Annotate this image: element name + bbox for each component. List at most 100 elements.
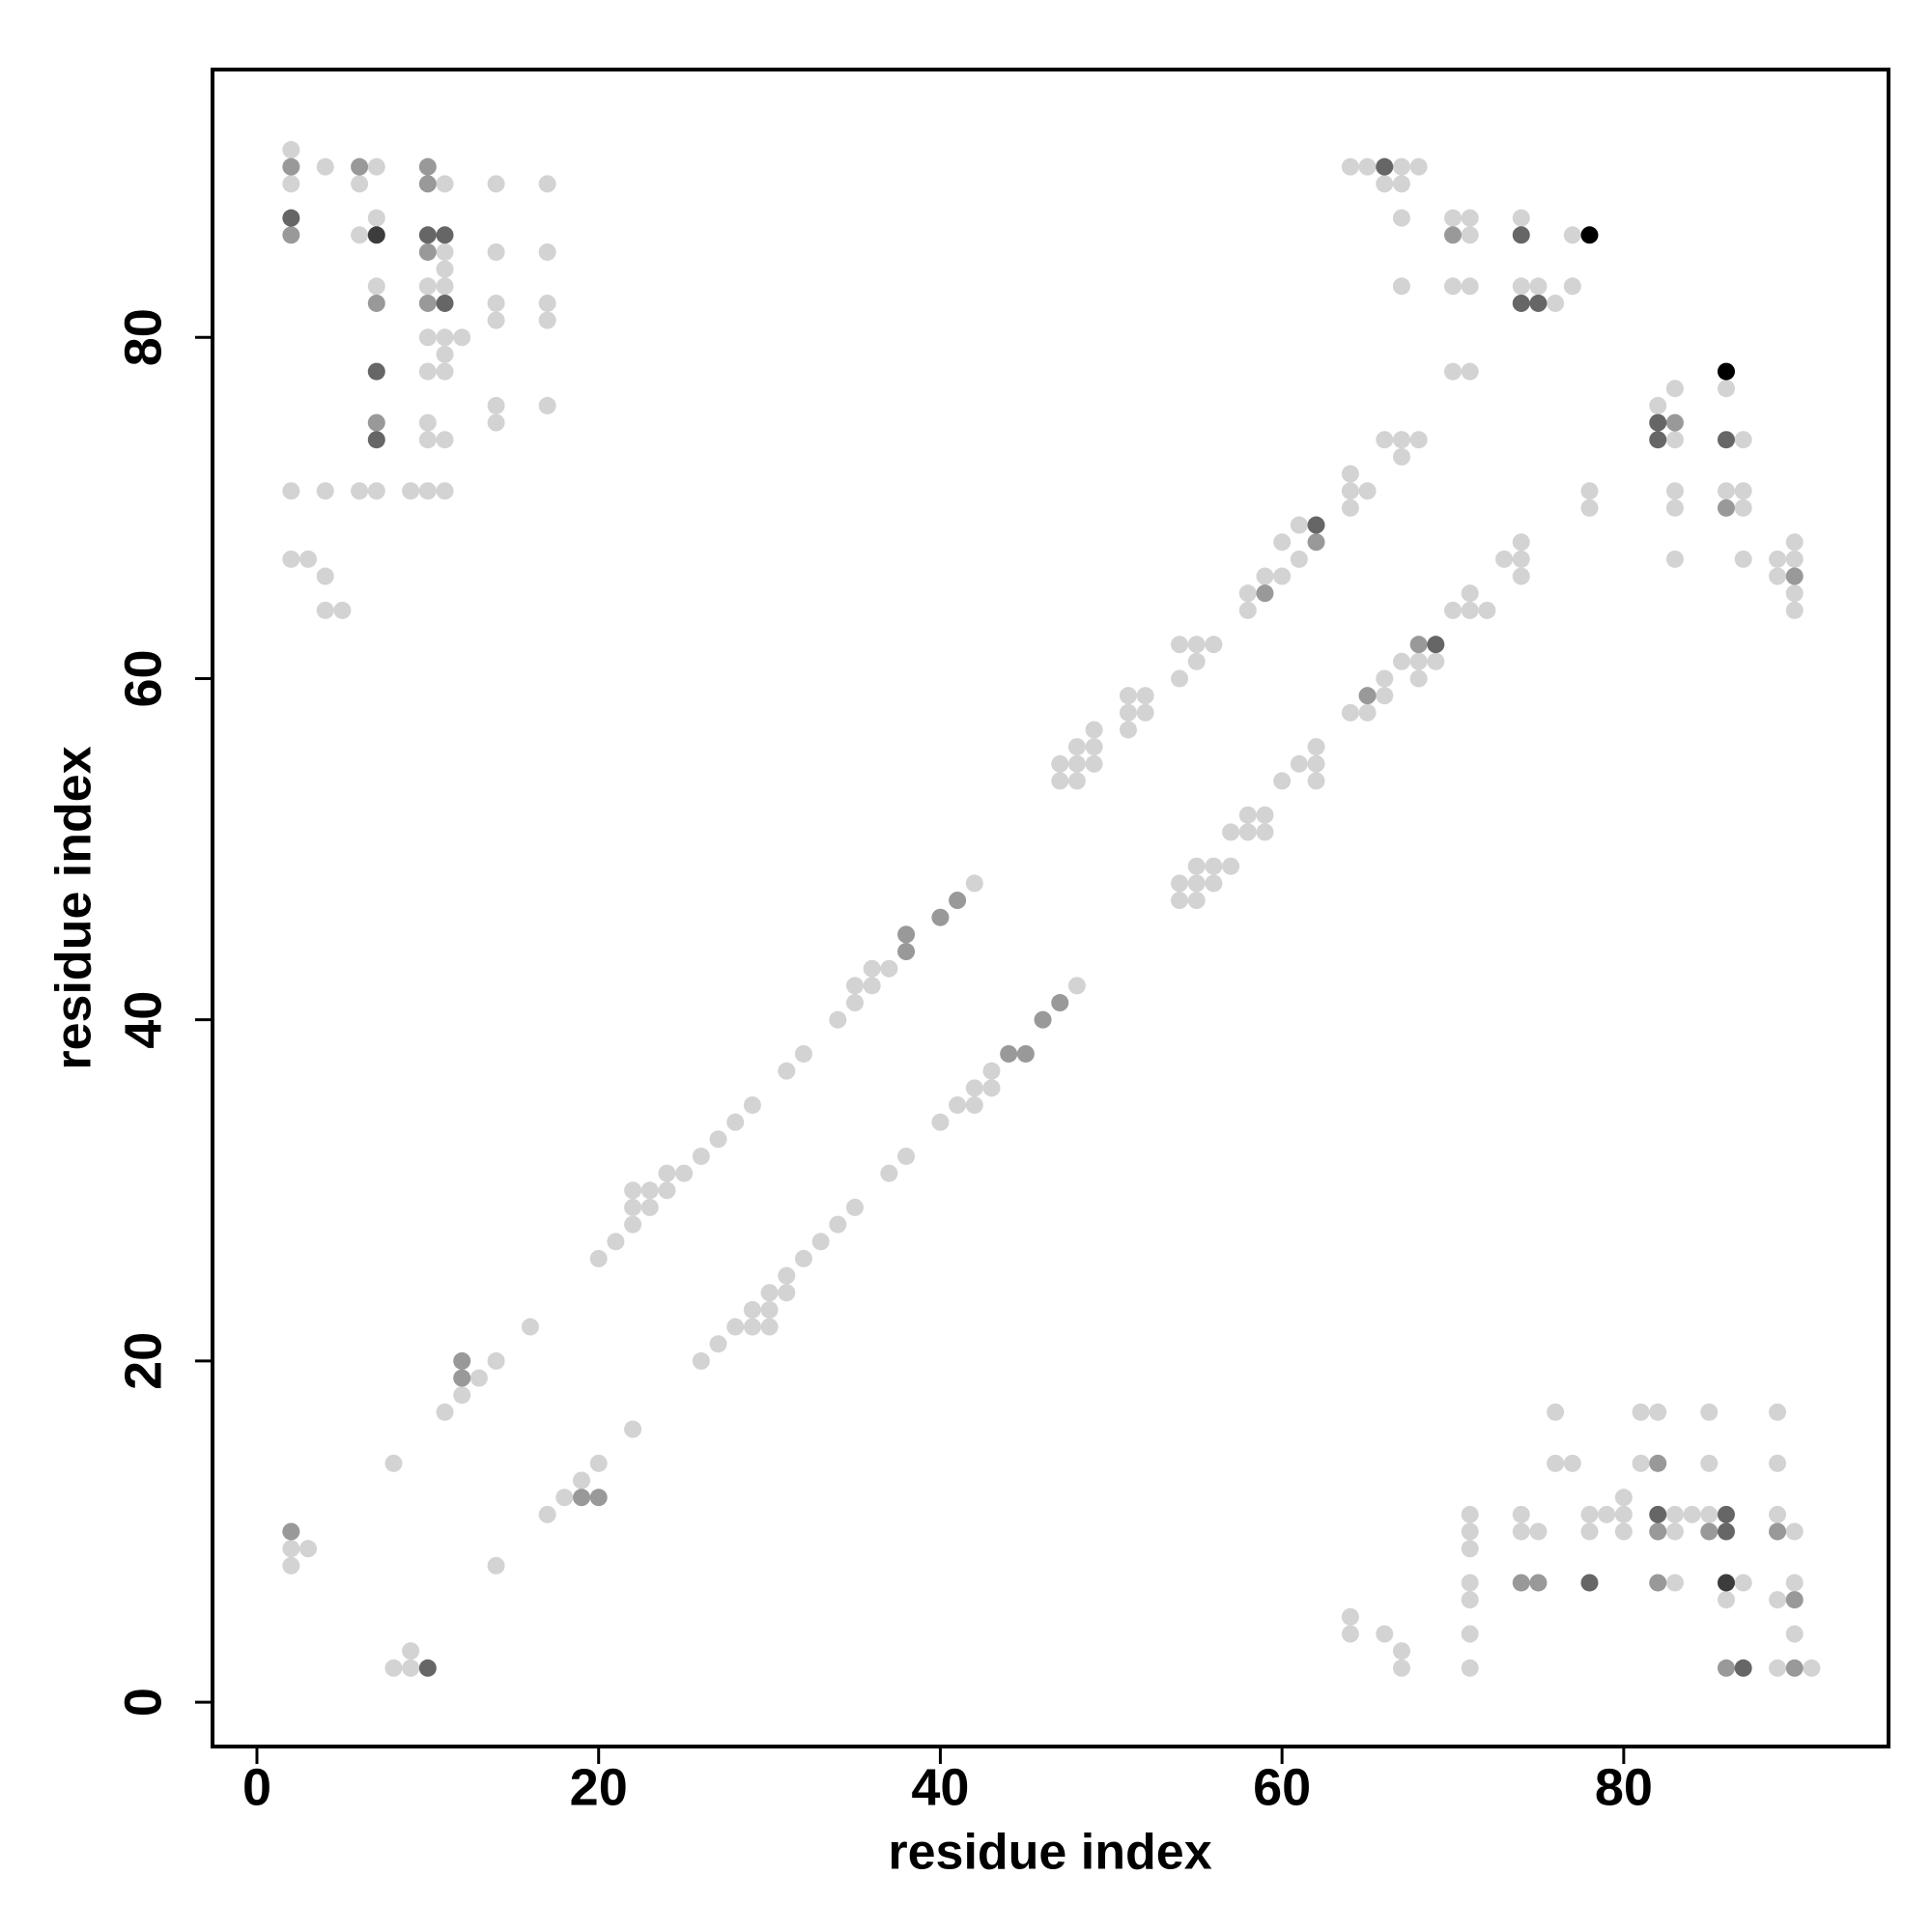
point <box>1512 1574 1530 1592</box>
point <box>1700 1505 1719 1523</box>
point <box>384 1454 403 1472</box>
x-tick-label: 40 <box>911 1758 969 1816</box>
point <box>1409 157 1428 176</box>
y-axis-title: residue index <box>46 746 102 1069</box>
x-tick-label: 80 <box>1595 1758 1653 1816</box>
point <box>1307 772 1325 790</box>
point <box>282 157 300 176</box>
point <box>829 1215 847 1234</box>
point <box>1580 1505 1599 1523</box>
point <box>436 226 454 244</box>
point <box>1461 362 1479 381</box>
point <box>726 1318 745 1336</box>
point <box>743 1095 761 1114</box>
point <box>1580 482 1599 500</box>
point <box>811 1233 830 1251</box>
point <box>487 175 505 193</box>
point <box>282 209 300 227</box>
y-tick-label: 40 <box>114 991 172 1049</box>
point <box>1769 1591 1787 1609</box>
point <box>436 328 454 347</box>
point <box>624 1181 642 1200</box>
point <box>1136 703 1154 722</box>
point <box>1665 1574 1684 1592</box>
point <box>880 959 898 978</box>
point <box>1376 687 1394 705</box>
x-tick-label: 20 <box>570 1758 628 1816</box>
point <box>1358 703 1377 722</box>
point <box>1358 687 1377 705</box>
point <box>726 1113 745 1131</box>
point <box>469 1369 488 1387</box>
point <box>299 550 318 568</box>
y-tick-label: 80 <box>114 308 172 366</box>
point <box>1461 584 1479 603</box>
point <box>1409 652 1428 670</box>
point <box>1392 431 1410 449</box>
point <box>1461 1625 1479 1643</box>
point <box>778 1062 796 1080</box>
point <box>624 1198 642 1216</box>
point <box>282 226 300 244</box>
point <box>1649 1522 1667 1541</box>
point <box>743 1300 761 1319</box>
point <box>1649 1454 1667 1472</box>
point <box>367 362 385 381</box>
point <box>436 345 454 363</box>
point <box>1085 721 1103 739</box>
point <box>418 413 437 432</box>
point <box>1067 754 1086 773</box>
point <box>1187 857 1206 875</box>
point <box>1341 498 1359 517</box>
point <box>351 226 369 244</box>
point <box>1273 772 1292 790</box>
point <box>1649 413 1667 432</box>
point <box>538 1505 556 1523</box>
point <box>1238 584 1257 603</box>
point <box>949 1095 967 1114</box>
point <box>1649 1505 1667 1523</box>
point <box>949 892 967 910</box>
point <box>1376 669 1394 688</box>
point <box>1427 636 1445 654</box>
point <box>1307 754 1325 773</box>
point <box>794 1249 812 1267</box>
point <box>1187 636 1206 654</box>
point <box>1529 1522 1548 1541</box>
point <box>436 431 454 449</box>
point <box>1341 1625 1359 1643</box>
point <box>436 277 454 296</box>
point <box>418 482 437 500</box>
point <box>1769 567 1787 585</box>
point <box>1580 1574 1599 1592</box>
point <box>418 431 437 449</box>
point <box>845 1198 864 1216</box>
point <box>1392 157 1410 176</box>
point <box>1461 1591 1479 1609</box>
x-axis-title: residue index <box>888 1825 1211 1881</box>
point <box>573 1489 591 1507</box>
point <box>418 362 437 381</box>
point <box>521 1318 539 1336</box>
point <box>1341 1607 1359 1626</box>
point <box>418 157 437 176</box>
point <box>1171 892 1189 910</box>
point <box>1512 1522 1530 1541</box>
y-tick-label: 20 <box>114 1332 172 1390</box>
point <box>1649 396 1667 414</box>
point <box>1665 1505 1684 1523</box>
point <box>1051 772 1069 790</box>
point <box>367 431 385 449</box>
point <box>367 413 385 432</box>
plot-frame <box>211 68 1890 1748</box>
point <box>1717 1659 1735 1677</box>
point <box>1563 1454 1581 1472</box>
point <box>1734 431 1752 449</box>
point <box>1769 1522 1787 1541</box>
point <box>1734 1574 1752 1592</box>
point <box>1256 584 1274 603</box>
point <box>1307 516 1325 534</box>
point <box>1392 1659 1410 1677</box>
point <box>1136 687 1154 705</box>
